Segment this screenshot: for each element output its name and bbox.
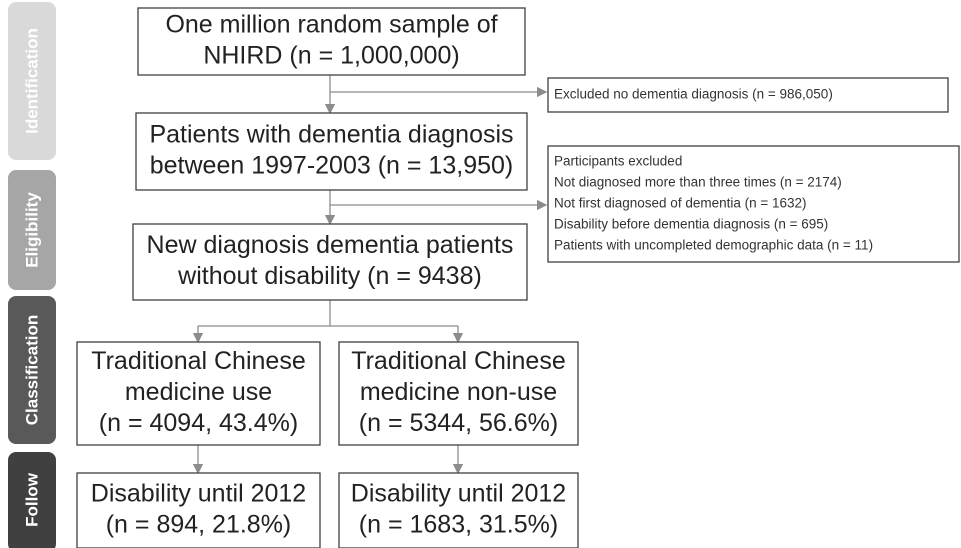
stage-label: Classification (22, 315, 41, 426)
box-text: (n = 5344, 56.6%) (359, 409, 558, 437)
flow-box (338, 472, 579, 548)
connector (198, 300, 458, 327)
exclusion-box (547, 77, 949, 113)
stage-bar (8, 452, 56, 548)
stage-label: Follow (22, 472, 41, 527)
stage-bar (8, 2, 56, 160)
exclusion-text: Disability before dementia diagnosis (n … (554, 217, 828, 232)
box-text: New diagnosis dementia patients (147, 231, 514, 259)
box-text: Traditional Chinese (351, 347, 565, 375)
stage-label: Eligibility (22, 192, 41, 268)
flow-box (132, 223, 528, 301)
flow-box (76, 341, 321, 446)
exclusion-text: Not first diagnosed of dementia (n = 163… (554, 196, 807, 211)
box-text: medicine use (125, 378, 272, 406)
box-text: One million random sample of (165, 11, 497, 39)
stage-label: Identification (22, 28, 41, 134)
box-text: Patients with dementia diagnosis (149, 121, 513, 149)
stage-bar (8, 170, 56, 290)
box-text: NHIRD (n = 1,000,000) (203, 42, 459, 70)
box-text: between 1997-2003 (n = 13,950) (150, 152, 513, 180)
flow-box (137, 7, 526, 76)
box-text: Disability until 2012 (351, 480, 566, 508)
flow-box (76, 472, 321, 548)
exclusion-box (547, 145, 960, 263)
box-text: (n = 4094, 43.4%) (99, 409, 298, 437)
box-text: (n = 894, 21.8%) (106, 511, 292, 539)
flow-box (338, 341, 579, 446)
box-text: without disability (n = 9438) (177, 262, 482, 290)
exclusion-text: Excluded no dementia diagnosis (n = 986,… (554, 87, 833, 102)
exclusion-text: Participants excluded (554, 154, 682, 169)
stage-bar (8, 296, 56, 444)
box-text: medicine non-use (360, 378, 557, 406)
exclusion-text: Not diagnosed more than three times (n =… (554, 175, 842, 190)
box-text: Traditional Chinese (91, 347, 305, 375)
boxes: One million random sample of NHIRD (n = 1… (76, 7, 960, 548)
connectors (192, 75, 548, 475)
exclusion-text: Patients with uncompleted demographic da… (554, 238, 873, 253)
box-text: Disability until 2012 (91, 480, 306, 508)
box-text: (n = 1683, 31.5%) (359, 511, 558, 539)
flow-box (135, 112, 528, 191)
stage-bars: Identification Eligibility Classificatio… (8, 2, 56, 548)
